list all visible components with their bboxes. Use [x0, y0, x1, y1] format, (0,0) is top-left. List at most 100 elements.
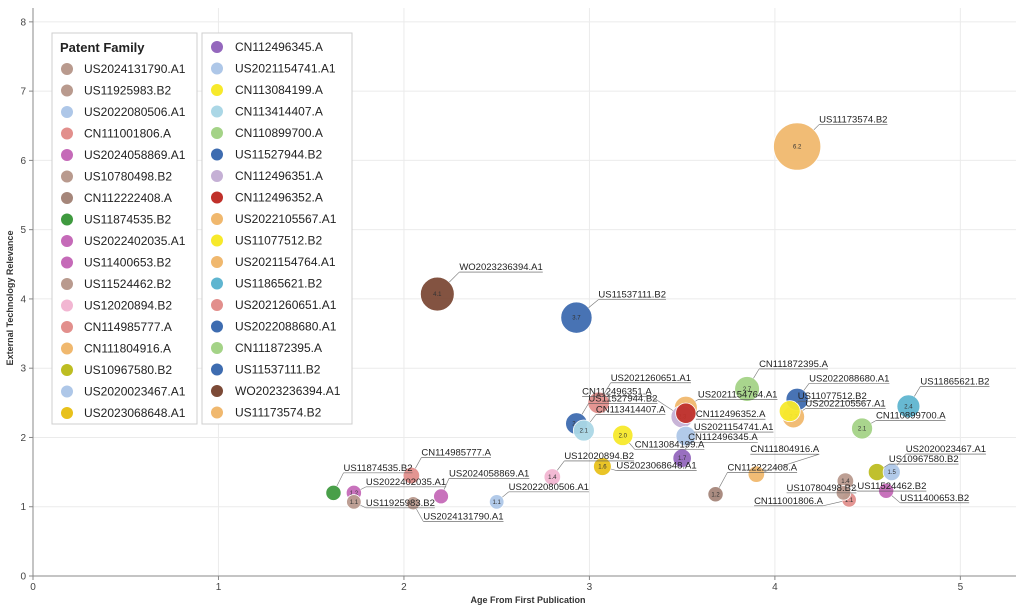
data-label: US2024131790.A1: [423, 511, 503, 522]
data-point: [747, 465, 766, 483]
legend-entry: CN112222408.A: [84, 191, 172, 205]
legend-entry: US11173574.B2: [235, 406, 322, 420]
y-tick-label: 1: [20, 502, 26, 513]
legend-swatch: [61, 299, 73, 312]
legend-entry: US11400653.B2: [84, 256, 172, 270]
legend-entry: US11524462.B2: [84, 277, 172, 291]
data-point-value: 2.1: [858, 426, 867, 432]
legend-swatch: [211, 385, 223, 397]
legend-entry: US11865621.B2: [235, 277, 323, 291]
data-point: [773, 122, 822, 171]
legend-box-2: [201, 32, 353, 425]
data-label: US11874535.B2: [343, 463, 412, 474]
data-label: US2023068648.A1: [616, 461, 696, 472]
data-point-value: 2.4: [904, 404, 913, 410]
legend-entry: US2024058869.A1: [84, 148, 186, 162]
data-label-leader: [651, 396, 673, 411]
legend-swatch: [211, 84, 223, 96]
legend-swatch: [61, 213, 73, 226]
data-label: US2022402035.A1: [366, 477, 446, 488]
data-label: CN114985777.A: [421, 448, 491, 459]
legend-swatch: [211, 41, 223, 53]
data-point-value: 1.7: [678, 456, 687, 462]
data-point-value: 1.5: [888, 470, 897, 476]
legend-swatch: [211, 105, 223, 118]
data-point-value: 6.2: [793, 145, 802, 151]
data-label: US2020023467.A1: [906, 444, 986, 455]
legend-entry: US2020023467.A1: [84, 385, 186, 399]
legend-entry: US12020894.B2: [84, 299, 172, 313]
legend-swatch: [211, 256, 223, 268]
legend-swatch: [211, 148, 223, 161]
data-label: US11527944.B2: [588, 394, 657, 405]
data-label-leader: [360, 504, 367, 509]
data-label: US11925983.B2: [366, 498, 435, 509]
data-point: [734, 376, 760, 402]
data-point: [543, 468, 562, 486]
y-tick-label: 7: [20, 87, 26, 98]
data-label: CN112496351.A: [582, 387, 652, 398]
data-point-value: 2.1: [580, 429, 589, 435]
data-label-leader: [796, 400, 798, 404]
legend-entry: US2023068648.A1: [84, 406, 186, 420]
data-point-value: 1.1: [493, 500, 502, 506]
legend-entry: US2022402035.A1: [84, 234, 186, 248]
legend-entry: US2022105567.A1: [235, 212, 337, 226]
legend-entry: CN110899700.A: [235, 126, 323, 140]
legend-entry: US10967580.B2: [84, 363, 172, 377]
legend-swatch: [61, 192, 73, 204]
data-label: WO2023236394.A1: [459, 262, 542, 273]
legend-entry: US11925983.B2: [84, 84, 172, 98]
data-point: [488, 494, 505, 510]
y-tick-label: 8: [20, 17, 26, 28]
data-label-leader: [891, 495, 901, 504]
legend-swatch: [211, 213, 223, 225]
data-point-value: 1.1: [350, 500, 359, 506]
data-label-leader: [443, 478, 450, 490]
data-label-leader: [813, 124, 820, 131]
data-label: CN111001806.A: [754, 496, 824, 507]
data-label: US11400653.B2: [900, 493, 969, 504]
x-axis-title: Age From First Publication: [470, 595, 585, 605]
data-label: CN113414407.A: [596, 405, 666, 416]
data-label-leader: [449, 271, 460, 283]
legend-entry: CN114985777.A: [84, 320, 172, 334]
y-tick-label: 3: [20, 364, 26, 375]
legend-swatch: [211, 277, 223, 290]
data-point: [560, 301, 593, 334]
legend-swatch: [61, 170, 73, 183]
data-point: [882, 463, 901, 482]
legend-swatch: [61, 321, 73, 333]
legend-swatch: [61, 63, 73, 75]
legend-swatch: [61, 127, 73, 140]
data-point: [325, 484, 342, 501]
data-label-leader: [360, 486, 367, 490]
label-layer: US2024131790.A1 US11925983.B2 US2022080506…: [336, 115, 990, 522]
legend-swatch: [61, 342, 73, 355]
y-tick-label: 0: [20, 572, 26, 583]
data-label: CN112496352.A: [696, 409, 766, 420]
y-tick-label: 2: [20, 433, 26, 444]
legend-swatch: [61, 385, 73, 398]
data-point: [572, 419, 595, 442]
data-label: US10967580.B2: [889, 454, 959, 465]
data-point: [851, 417, 873, 440]
data-point: [878, 482, 895, 499]
data-label-leader: [557, 460, 565, 471]
legend-entry: US11874535.B2: [84, 213, 172, 227]
y-tick-label: 6: [20, 156, 26, 167]
data-point: [402, 466, 421, 485]
data-point-value: 1.2: [711, 492, 720, 498]
legend-entry: US11537111.B2: [235, 363, 321, 377]
legend-entry: CN111804916.A: [84, 342, 171, 356]
data-point-value: 1.6: [598, 465, 607, 471]
x-tick-label: 5: [958, 582, 964, 593]
data-point: [433, 488, 449, 505]
legend-swatch: [211, 234, 223, 247]
legend-swatch: [211, 62, 223, 75]
data-label: US10780498.B2: [787, 483, 857, 494]
legend-swatch: [61, 235, 73, 247]
data-label-leader: [883, 463, 890, 468]
x-tick-label: 4: [772, 582, 778, 593]
